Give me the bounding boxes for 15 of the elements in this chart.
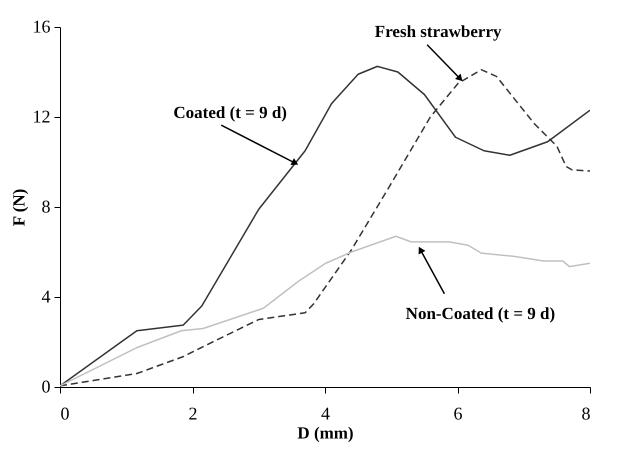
- y-tick-label: 0: [42, 376, 50, 396]
- y-tick-label: 16: [32, 16, 50, 36]
- annotation: Coated (t = 9 d): [173, 103, 287, 122]
- x-tick-label: 8: [582, 404, 590, 424]
- y-tick-label: 4: [42, 286, 50, 306]
- x-tick-label: 4: [321, 404, 330, 424]
- x-tick-label: 2: [188, 404, 198, 424]
- annotation: Fresh strawberry: [374, 22, 502, 41]
- x-tick-label: 0: [60, 404, 70, 424]
- y-axis-title: F (N): [10, 188, 28, 226]
- y-tick-label: 8: [42, 196, 50, 216]
- x-tick-label: 6: [454, 404, 462, 424]
- x-axis-title: D (mm): [297, 424, 354, 442]
- y-tick-label: 12: [32, 106, 50, 126]
- annotation: Non-Coated (t = 9 d): [406, 304, 556, 323]
